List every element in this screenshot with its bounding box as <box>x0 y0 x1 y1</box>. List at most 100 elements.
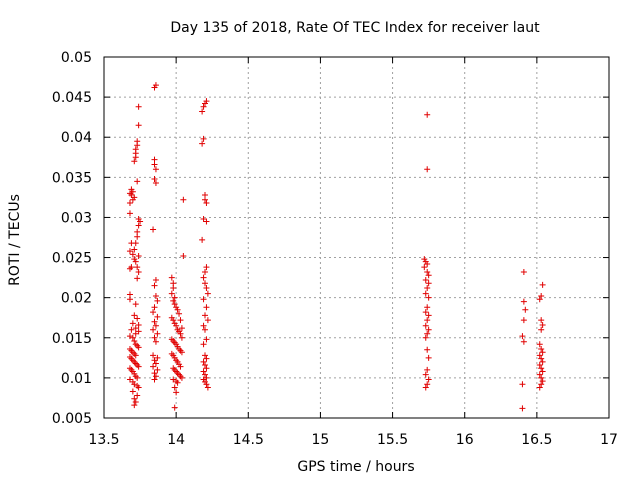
data-point <box>135 344 142 351</box>
y-tick-label: 0.04 <box>61 130 92 146</box>
data-point <box>171 301 178 308</box>
data-point <box>422 371 429 378</box>
data-point <box>424 260 431 267</box>
x-tick-label: 14 <box>167 432 185 448</box>
data-point <box>129 334 136 341</box>
data-point <box>519 333 526 340</box>
data-point <box>200 322 207 329</box>
data-point <box>538 326 545 333</box>
data-point <box>422 384 429 391</box>
data-point <box>135 252 142 259</box>
data-point <box>151 334 158 341</box>
data-point <box>425 280 432 287</box>
y-tick-label: 0.045 <box>52 90 92 106</box>
data-point <box>129 388 136 395</box>
data-point <box>132 258 139 265</box>
data-point <box>151 161 158 168</box>
data-point <box>128 326 135 333</box>
data-point <box>134 275 141 282</box>
data-point <box>203 98 210 105</box>
data-point <box>135 363 142 370</box>
data-point <box>536 371 543 378</box>
data-point <box>202 312 208 319</box>
data-point <box>168 274 175 281</box>
data-point <box>128 240 135 247</box>
x-tick-label: 15.5 <box>377 432 408 448</box>
data-point <box>202 371 208 378</box>
data-point <box>132 398 139 405</box>
data-point <box>178 325 185 332</box>
data-point <box>135 222 142 229</box>
data-point <box>151 304 158 311</box>
data-point <box>135 384 142 391</box>
data-point <box>150 309 157 316</box>
y-tick-label: 0.01 <box>61 371 92 387</box>
data-point <box>200 135 207 142</box>
data-point <box>422 277 429 284</box>
x-tick-label: 16 <box>456 432 474 448</box>
data-point <box>177 363 184 370</box>
data-point <box>520 338 527 345</box>
data-point <box>424 330 431 337</box>
y-tick-labels: 0.005 0.01 0.015 0.02 0.025 0.03 0.035 0.04 0.04… <box>52 50 92 427</box>
data-point <box>424 111 431 118</box>
data-point <box>129 188 136 195</box>
data-point <box>137 218 144 225</box>
data-point <box>131 246 138 253</box>
data-point <box>152 277 159 284</box>
data-point <box>539 349 546 356</box>
data-point <box>151 318 158 325</box>
data-point <box>134 392 141 399</box>
data-point <box>152 82 159 89</box>
data-point <box>539 358 546 365</box>
data-point <box>424 285 431 292</box>
data-point <box>539 368 546 375</box>
data-point <box>202 326 208 333</box>
data-point <box>425 376 432 383</box>
x-tick-label: 15 <box>312 432 330 448</box>
data-point <box>203 218 210 225</box>
data-point <box>168 290 175 297</box>
y-tick-label: 0.05 <box>61 50 92 66</box>
data-point <box>152 338 159 345</box>
data-point <box>131 395 138 402</box>
data-point <box>176 310 183 317</box>
data-point <box>520 268 527 275</box>
data-point <box>200 358 207 365</box>
x-tick-label: 13.5 <box>88 432 119 448</box>
data-point <box>134 178 141 185</box>
data-point <box>152 373 159 380</box>
data-point <box>536 362 543 369</box>
data-point <box>538 374 545 381</box>
data-point <box>200 368 207 375</box>
data-point <box>180 196 187 203</box>
data-point <box>126 210 133 217</box>
data-point <box>538 293 545 300</box>
y-tick-label: 0.025 <box>52 251 92 267</box>
data-point <box>424 346 431 353</box>
data-point <box>154 297 161 304</box>
data-point <box>538 355 545 362</box>
data-point <box>538 346 545 353</box>
data-point <box>202 268 208 275</box>
data-point <box>170 285 177 292</box>
data-point <box>424 304 431 311</box>
data-point <box>203 365 210 372</box>
data-point <box>132 352 139 359</box>
data-point <box>131 194 138 201</box>
data-point <box>151 370 158 377</box>
data-point <box>134 138 141 145</box>
data-point <box>171 404 178 411</box>
data-point <box>151 282 158 289</box>
data-point <box>173 389 180 396</box>
data-point <box>203 264 210 271</box>
data-point <box>170 297 177 304</box>
grid-lines <box>104 57 609 418</box>
data-point <box>171 294 178 301</box>
data-point <box>126 200 133 207</box>
data-points <box>126 82 546 412</box>
x-tick-labels: 13.5 14 14.5 15 15.5 16 16.5 17 <box>88 432 618 448</box>
data-point <box>538 365 545 372</box>
data-point <box>203 304 210 311</box>
x-axis-label: GPS time / hours <box>297 459 414 475</box>
